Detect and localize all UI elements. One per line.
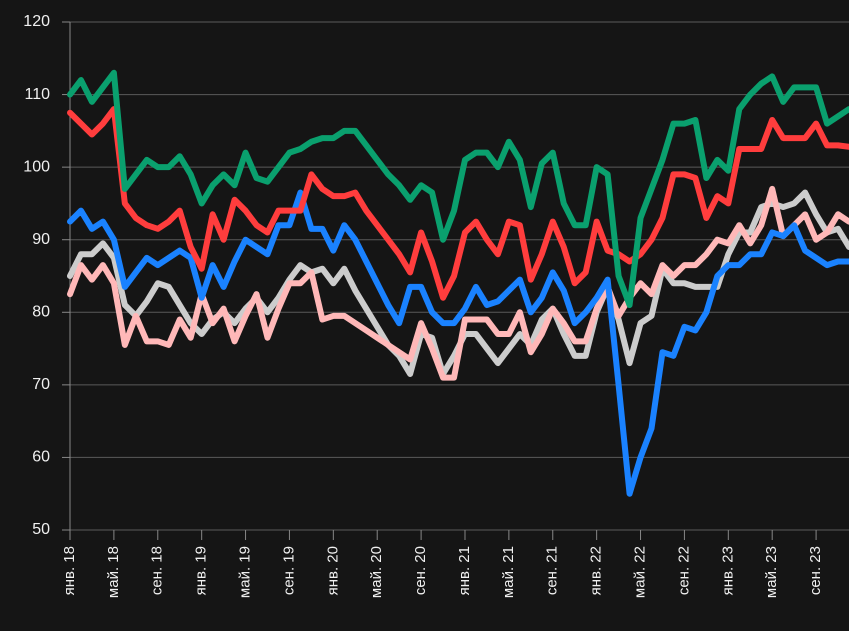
x-tick-label: сен. 23	[807, 546, 824, 595]
plot	[67, 69, 849, 497]
y-tick-label: 90	[32, 231, 50, 248]
x-tick-label: сен. 18	[149, 546, 166, 595]
x-tick-label: янв. 18	[61, 546, 78, 595]
series-line	[67, 185, 849, 381]
y-tick-label: 110	[24, 86, 50, 103]
series-line	[67, 69, 849, 309]
series-line	[67, 189, 849, 497]
x-tick-label: май. 20	[368, 546, 385, 598]
x-tick-label: янв. 20	[324, 546, 341, 595]
y-tick-label: 60	[32, 449, 50, 466]
x-tick-label: май. 18	[105, 546, 122, 598]
x-tick-label: май. 21	[500, 546, 517, 598]
x-tick-label: сен. 21	[544, 546, 561, 595]
x-tick-label: сен. 22	[675, 546, 692, 595]
x-tick-label: сен. 20	[412, 546, 429, 595]
x-tick-label: май. 19	[237, 546, 254, 598]
x-tick-label: янв. 22	[588, 546, 605, 595]
y-tick-label: 120	[23, 13, 50, 30]
y-tick-label: 80	[32, 304, 50, 321]
x-tick-label: май. 23	[763, 546, 780, 598]
y-tick-label: 100	[23, 158, 50, 175]
y-tick-label: 50	[32, 521, 50, 538]
series-line	[67, 106, 849, 301]
y-tick-label: 70	[32, 376, 50, 393]
x-tick-label: янв. 21	[456, 546, 473, 595]
x-tick-label: сен. 19	[280, 546, 297, 595]
x-tick-label: янв. 19	[193, 546, 210, 595]
x-tick-label: май. 22	[632, 546, 649, 598]
x-tick-label: янв. 23	[719, 546, 736, 595]
